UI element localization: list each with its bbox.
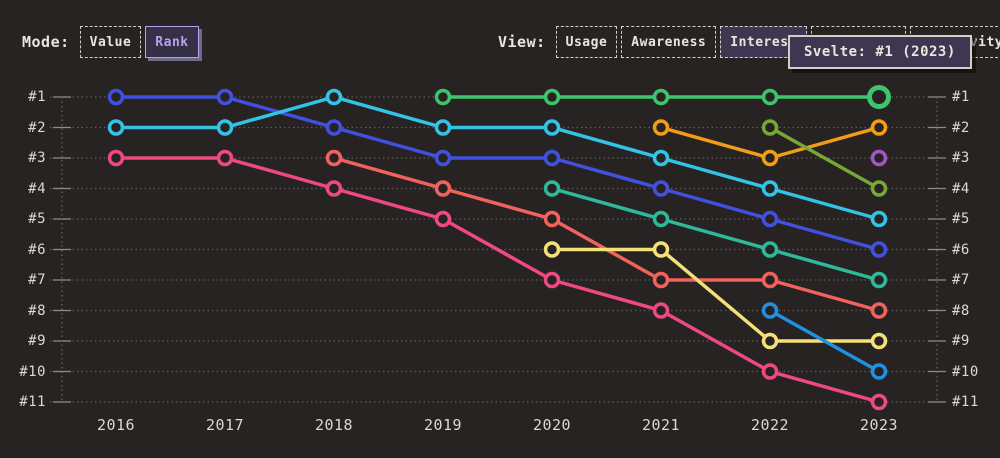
point-svelte-2022[interactable] xyxy=(761,88,779,106)
point-series-teal-2021[interactable] xyxy=(652,210,670,228)
rank-label-left--10: #10 xyxy=(19,363,46,380)
point-series-yellow-2020[interactable] xyxy=(543,241,561,258)
rank-label-left--3: #3 xyxy=(28,150,46,166)
point-series-salmon-2022[interactable] xyxy=(761,271,779,289)
point-series-cyan-2016[interactable] xyxy=(107,119,125,136)
point-series-olive-2022[interactable] xyxy=(761,119,779,136)
rank-label-right--2: #2 xyxy=(952,119,970,136)
point-series-cyan-2018[interactable] xyxy=(325,88,343,106)
hover-tooltip: Svelte: #1 (2023) xyxy=(788,35,972,69)
rank-label-right--11: #11 xyxy=(952,394,979,410)
point-series-olive-2023[interactable] xyxy=(870,180,888,197)
view-option-awareness[interactable]: Awareness xyxy=(621,26,717,58)
rank-label-right--6: #6 xyxy=(952,241,970,258)
year-label-2016: 2016 xyxy=(96,416,136,434)
mode-option-value[interactable]: Value xyxy=(79,26,142,58)
point-svelte-2019[interactable] xyxy=(434,88,452,106)
rank-label-left--9: #9 xyxy=(28,333,46,349)
year-label-2020: 2020 xyxy=(532,416,572,434)
point-series-teal-2022[interactable] xyxy=(761,241,779,258)
rank-label-left--11: #11 xyxy=(19,394,46,410)
rank-label-left--5: #5 xyxy=(28,211,46,227)
point-series-royal-blue-2021[interactable] xyxy=(652,180,670,197)
rank-label-left--4: #4 xyxy=(28,180,46,197)
point-series-royal-blue-2018[interactable] xyxy=(325,119,343,136)
year-label-2018: 2018 xyxy=(314,416,354,434)
tooltip-text: Svelte: #1 (2023) xyxy=(804,44,956,60)
point-series-pink-2020[interactable] xyxy=(543,271,561,289)
line-series-cyan xyxy=(114,95,881,221)
point-svelte-2020[interactable] xyxy=(543,88,561,106)
point-series-royal-blue-2019[interactable] xyxy=(434,149,452,167)
point-series-royal-blue-2022[interactable] xyxy=(761,210,779,228)
mode-label: Mode: xyxy=(22,33,70,51)
rank-label-right--5: #5 xyxy=(952,211,970,227)
line-series-salmon xyxy=(332,156,881,313)
point-svelte-2021[interactable] xyxy=(652,88,670,106)
point-series-cyan-2019[interactable] xyxy=(434,119,452,136)
point-series-salmon-2019[interactable] xyxy=(434,180,452,197)
point-series-yellow-2022[interactable] xyxy=(761,332,779,350)
point-series-yellow-2023[interactable] xyxy=(870,332,888,350)
point-series-pink-2017[interactable] xyxy=(216,149,234,167)
mode-button-group: Value Rank xyxy=(79,26,199,58)
point-series-azure-2022[interactable] xyxy=(761,302,779,319)
point-series-orange-2022[interactable] xyxy=(761,149,779,167)
point-series-royal-blue-2023[interactable] xyxy=(870,241,888,258)
point-series-royal-blue-2020[interactable] xyxy=(543,149,561,167)
point-series-royal-blue-2016[interactable] xyxy=(107,88,125,106)
point-series-pink-2018[interactable] xyxy=(325,180,343,197)
rank-label-right--3: #3 xyxy=(952,150,970,166)
line-series-teal xyxy=(550,186,881,282)
point-series-pink-2022[interactable] xyxy=(761,363,779,380)
year-label-2021: 2021 xyxy=(641,416,681,434)
rank-label-right--7: #7 xyxy=(952,272,970,288)
view-label: View: xyxy=(498,33,546,51)
line-series-azure xyxy=(768,308,881,374)
point-series-purple-2023[interactable] xyxy=(870,149,888,167)
rank-label-right--9: #9 xyxy=(952,333,970,349)
point-series-pink-2023[interactable] xyxy=(870,393,888,411)
point-series-cyan-2017[interactable] xyxy=(216,119,234,136)
rank-label-left--7: #7 xyxy=(28,272,46,288)
year-label-2019: 2019 xyxy=(423,416,463,434)
mode-control-row: Mode: Value Rank xyxy=(22,26,199,58)
rank-label-left--8: #8 xyxy=(28,302,46,319)
year-label-2017: 2017 xyxy=(205,416,245,434)
rank-label-right--1: #1 xyxy=(952,89,970,105)
point-series-azure-2023[interactable] xyxy=(870,363,888,380)
point-series-teal-2023[interactable] xyxy=(870,271,888,289)
point-series-orange-2021[interactable] xyxy=(652,119,670,136)
rank-label-left--6: #6 xyxy=(28,241,46,258)
mode-option-rank[interactable]: Rank xyxy=(145,26,199,58)
point-series-cyan-2021[interactable] xyxy=(652,149,670,167)
point-series-cyan-2022[interactable] xyxy=(761,180,779,197)
point-series-yellow-2021[interactable] xyxy=(652,241,670,258)
rank-label-right--10: #10 xyxy=(952,363,979,380)
point-series-cyan-2023[interactable] xyxy=(870,210,888,228)
rank-label-right--4: #4 xyxy=(952,180,970,197)
point-series-pink-2016[interactable] xyxy=(107,149,125,167)
point-series-pink-2021[interactable] xyxy=(652,302,670,319)
point-series-pink-2019[interactable] xyxy=(434,210,452,228)
point-series-royal-blue-2017[interactable] xyxy=(216,88,234,106)
point-series-orange-2023[interactable] xyxy=(870,119,888,136)
year-label-2023: 2023 xyxy=(859,416,899,434)
point-series-salmon-2020[interactable] xyxy=(543,210,561,228)
line-series-pink xyxy=(114,156,881,404)
highlighted-point-svelte-2023[interactable] xyxy=(867,85,891,109)
point-series-salmon-2021[interactable] xyxy=(652,271,670,289)
view-option-usage[interactable]: Usage xyxy=(555,26,618,58)
point-series-cyan-2020[interactable] xyxy=(543,119,561,136)
line-series-olive xyxy=(768,125,881,191)
year-label-2022: 2022 xyxy=(750,416,790,434)
rank-label-right--8: #8 xyxy=(952,302,970,319)
point-series-salmon-2018[interactable] xyxy=(325,149,343,167)
point-series-teal-2020[interactable] xyxy=(543,180,561,197)
rank-label-left--1: #1 xyxy=(28,89,46,105)
point-series-salmon-2023[interactable] xyxy=(870,302,888,319)
line-series-royal-blue xyxy=(114,95,881,252)
rank-label-left--2: #2 xyxy=(28,119,46,136)
